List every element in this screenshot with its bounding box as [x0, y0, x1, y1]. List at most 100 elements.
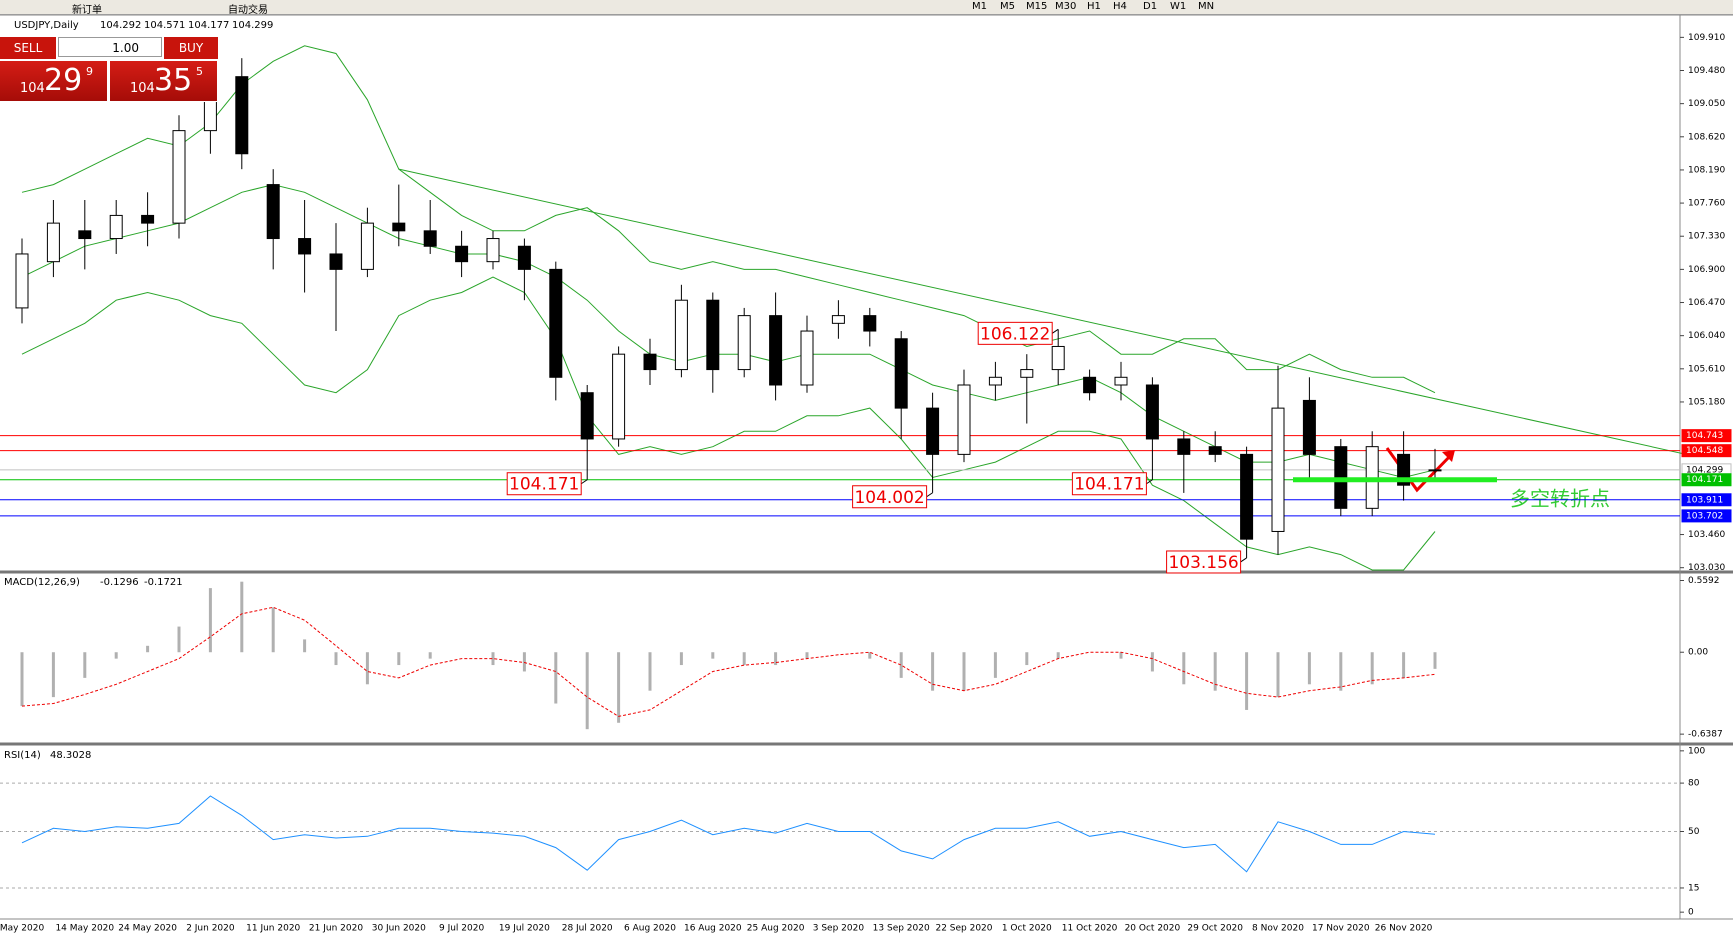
annotation: 106.122 — [980, 324, 1050, 344]
annotation-leader — [926, 492, 933, 498]
annotation: 103.156 — [1168, 553, 1238, 573]
level-label: 104.299 — [1686, 465, 1723, 475]
x-tick-label: 1 Oct 2020 — [1002, 924, 1052, 934]
bollinger-band — [21, 276, 1436, 571]
x-tick-label: 20 Oct 2020 — [1125, 924, 1181, 934]
macd-signal — [21, 606, 1436, 717]
pivot-note: 多空转折点 — [1510, 487, 1610, 511]
x-tick-label: 11 Oct 2020 — [1062, 924, 1118, 934]
timeframe[interactable]: D1 — [1143, 1, 1158, 12]
candle-body — [109, 214, 123, 240]
candle-body — [266, 184, 280, 240]
macd-bar — [1213, 652, 1217, 691]
macd-value: -0.1721 — [144, 577, 183, 588]
macd-bar — [1056, 652, 1060, 659]
trendline — [398, 168, 1687, 455]
macd-bar — [1150, 652, 1154, 672]
buy-button[interactable]: BUY — [164, 37, 218, 59]
macd-bar — [177, 626, 181, 653]
candle-body — [78, 230, 92, 240]
candle-body — [1302, 399, 1316, 455]
macd-bar — [554, 652, 558, 704]
ask-price[interactable]: 104 35 5 — [110, 61, 217, 101]
header-value: 104.571 — [144, 20, 185, 31]
price-big: 104 — [20, 81, 45, 96]
timeframe[interactable]: MN — [1198, 1, 1215, 12]
y-tick-label: 106.900 — [1688, 265, 1725, 275]
macd-bar — [742, 652, 746, 666]
macd-bar — [931, 652, 935, 691]
level-label-box — [1681, 493, 1732, 507]
candle-body — [894, 338, 908, 409]
y-tick-label: -0.6387 — [1688, 730, 1723, 740]
x-tick-label: 19 Jul 2020 — [499, 924, 550, 934]
candle-body — [1177, 438, 1191, 455]
y-tick-label: 108.190 — [1688, 165, 1725, 175]
macd-bar — [365, 652, 369, 685]
macd-bar — [648, 652, 652, 691]
timeframe[interactable]: H4 — [1113, 1, 1127, 12]
macd-bar — [1433, 652, 1437, 669]
candle-body — [957, 384, 971, 455]
candle-body — [1145, 384, 1159, 440]
sell-button[interactable]: SELL — [0, 37, 56, 59]
candle-body — [455, 245, 469, 263]
x-tick-label: 11 Jun 2020 — [246, 924, 300, 934]
toolbar-button[interactable]: 新订单 — [72, 5, 102, 15]
x-tick-label: 21 Jun 2020 — [309, 924, 363, 934]
x-tick-label: 30 Jun 2020 — [372, 924, 426, 934]
macd-title: MACD(12,26,9) — [4, 577, 80, 588]
x-tick-label: 16 Aug 2020 — [684, 924, 742, 934]
level-label-box — [1681, 473, 1732, 487]
macd-bar — [899, 652, 903, 678]
y-tick-label: 0.00 — [1688, 648, 1708, 658]
macd-bar — [1245, 652, 1249, 710]
y-tick-label: 107.330 — [1688, 232, 1725, 242]
x-tick-label: 8 Nov 2020 — [1252, 924, 1304, 934]
y-tick-label: 107.760 — [1688, 199, 1725, 209]
candle-body — [46, 222, 60, 263]
candle-body — [1240, 453, 1254, 540]
annotation-box — [506, 472, 582, 496]
candle-body — [1114, 376, 1128, 386]
x-tick-label: 17 Nov 2020 — [1312, 924, 1370, 934]
rsi-line — [21, 795, 1436, 873]
timeframe[interactable]: M15 — [1026, 1, 1048, 12]
toolbar-button[interactable]: 自动交易 — [228, 5, 268, 15]
candle-body — [1083, 376, 1097, 394]
candle-body — [706, 299, 720, 371]
candle-body — [1428, 469, 1442, 472]
annotation-leader — [1240, 557, 1247, 563]
bid-price[interactable]: 104 29 9 — [0, 61, 107, 101]
timeframe[interactable]: M1 — [972, 1, 987, 12]
timeframe[interactable]: M5 — [1000, 1, 1015, 12]
y-tick-label: 109.050 — [1688, 99, 1725, 109]
y-tick-label: 100 — [1688, 746, 1705, 756]
rsi-title: RSI(14) — [4, 750, 41, 761]
y-tick-label: 15 — [1688, 883, 1699, 893]
macd-bar — [1339, 652, 1343, 691]
candle-body — [643, 353, 657, 371]
candle-body — [831, 315, 845, 324]
x-tick-label: 22 Sep 2020 — [935, 924, 992, 934]
macd-bar — [1402, 652, 1406, 678]
price-fraction: 9 — [86, 65, 93, 78]
timeframe[interactable]: H1 — [1087, 1, 1101, 12]
x-tick-label: 29 Oct 2020 — [1187, 924, 1243, 934]
timeframe[interactable]: M30 — [1055, 1, 1077, 12]
annotation-leader — [1146, 479, 1153, 485]
macd-bar — [20, 652, 24, 707]
x-tick-label: 9 Jul 2020 — [439, 924, 484, 934]
lot-input[interactable]: 1.00 — [58, 37, 162, 57]
y-tick-label: 0 — [1688, 908, 1694, 918]
candle-body — [486, 238, 500, 263]
y-tick-label: 103.030 — [1688, 563, 1725, 573]
header-value: 104.177 — [188, 20, 229, 31]
x-tick-label: 3 Sep 2020 — [813, 924, 865, 934]
macd-bar — [271, 607, 275, 653]
timeframe[interactable]: W1 — [1170, 1, 1187, 12]
bollinger-band — [21, 184, 1436, 479]
macd-bar — [774, 652, 778, 666]
level-label-box — [1681, 509, 1732, 523]
